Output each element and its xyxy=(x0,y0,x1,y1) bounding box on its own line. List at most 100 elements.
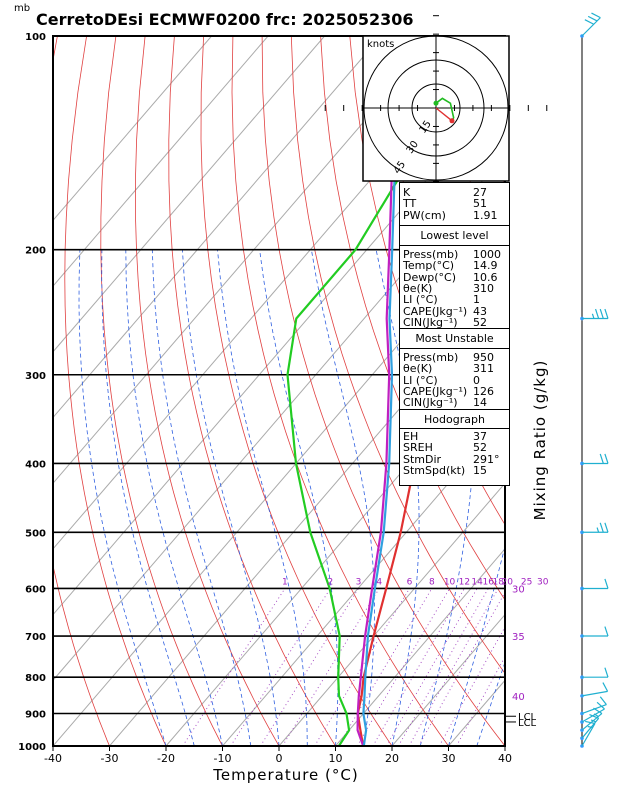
wind-barb-flag xyxy=(604,626,609,637)
index-value: 1.91 xyxy=(473,208,498,222)
dry-adiabat xyxy=(231,36,449,746)
isotherm-line xyxy=(53,36,382,419)
index-value: 126 xyxy=(473,384,494,398)
index-name: StmSpd(kt) xyxy=(403,463,466,477)
index-value: 14.9 xyxy=(473,259,498,273)
index-value: 27 xyxy=(473,186,487,199)
dry-adiabat xyxy=(53,36,110,746)
index-name: LI (°C) xyxy=(403,373,438,387)
dry-adiabat xyxy=(100,36,223,746)
wind-barb-flag xyxy=(593,707,603,714)
mixing-ratio-line xyxy=(337,588,433,746)
index-value: 1 xyxy=(473,293,480,307)
wind-barb-flag xyxy=(599,522,604,533)
wind-barb-half xyxy=(590,719,596,723)
mixing-ratio-label: 3 xyxy=(356,577,362,587)
wind-barb-half xyxy=(587,725,593,729)
index-value: 15 xyxy=(473,463,487,477)
pressure-tick-label: 600 xyxy=(25,584,46,595)
wind-barb-flag xyxy=(599,453,604,464)
index-name: Press(mb) xyxy=(403,248,459,261)
mixing-ratio-line xyxy=(398,588,489,746)
moist-adiabat xyxy=(375,249,420,746)
mixing-ratio-label: 16 xyxy=(483,577,495,587)
wind-barb-staff xyxy=(581,17,601,37)
wind-barb-half xyxy=(591,313,595,319)
chart-title: CerretoDEsi ECMWF0200 frc: 2025052306 xyxy=(36,10,414,29)
index-name: PW(cm) xyxy=(403,208,446,222)
mixing-ratio-line xyxy=(372,588,465,746)
moist-adiabat xyxy=(151,249,252,746)
wind-barb-staff xyxy=(581,717,600,739)
pressure-tick-label: 900 xyxy=(25,710,46,721)
index-value: 43 xyxy=(473,304,487,318)
wind-barb-flag xyxy=(604,453,609,464)
mixing-ratio-label: 30 xyxy=(537,577,549,587)
lcl-label: LCL xyxy=(518,712,537,723)
mixing-ratio-line xyxy=(260,588,359,746)
mixing-ratio-line xyxy=(408,588,499,746)
x-axis-label: Temperature (°C) xyxy=(212,766,358,784)
storm-motion-point xyxy=(449,118,455,124)
wind-barb-flag xyxy=(589,713,599,719)
moist-adiabat xyxy=(182,249,280,746)
isotherm-line xyxy=(391,613,505,746)
mixing-ratio-label: 25 xyxy=(521,577,532,587)
wind-barb-flag xyxy=(599,696,607,705)
x-tick-label: 0 xyxy=(276,752,283,765)
x-tick-label: 20 xyxy=(385,752,399,765)
index-value: 37 xyxy=(473,430,487,443)
isotherm-line xyxy=(278,482,505,746)
index-name: CIN(Jkg⁻¹) xyxy=(403,315,458,329)
x-tick-label: -40 xyxy=(44,752,62,765)
parcel_unstable-line xyxy=(362,36,417,746)
mixing-ratio-label: 8 xyxy=(429,577,435,587)
pressure-tick-label: 1000 xyxy=(18,742,46,753)
background-grid xyxy=(53,36,505,746)
hodograph-units-label: knots xyxy=(367,39,394,50)
isotherm-line xyxy=(53,36,325,353)
index-name: Temp(°C) xyxy=(403,259,455,273)
parcel_lowest-line xyxy=(356,36,411,746)
dry-adiabat xyxy=(64,36,167,746)
mixing-ratio-axis-label: Mixing Ratio (g/kg) xyxy=(531,360,549,521)
wind-barb-half xyxy=(593,713,599,717)
wind-barb-staff xyxy=(581,690,608,697)
isotherm-line xyxy=(53,36,212,222)
index-value: 0 xyxy=(473,373,480,387)
wind-barb-flag xyxy=(584,19,595,25)
most-unstable-title: Most Unstable xyxy=(415,332,494,345)
index-name: Press(mb) xyxy=(403,351,459,364)
wind-barb-flag xyxy=(604,522,609,533)
theta-e-label: 30 xyxy=(512,584,525,595)
index-value: 291° xyxy=(473,452,500,466)
x-tick-label: -10 xyxy=(214,752,232,765)
pressure-tick-label: 400 xyxy=(25,459,46,470)
mixing-ratio-label: 1 xyxy=(282,577,288,587)
wind-barb-flag xyxy=(604,578,609,589)
dry-adiabat xyxy=(290,36,505,675)
index-name: StmDir xyxy=(403,452,442,466)
mixing-ratio-label: 2 xyxy=(327,577,333,587)
wind-barb-flag xyxy=(585,720,596,725)
index-value: 310 xyxy=(473,281,494,295)
index-name: CAPE(Jkg⁻¹) xyxy=(403,304,468,318)
x-tick-label: 40 xyxy=(498,752,512,765)
index-value: 1000 xyxy=(473,248,501,261)
lowest-level-title: Lowest level xyxy=(420,229,489,242)
index-name: EH xyxy=(403,430,419,443)
wind-barb-flag xyxy=(591,12,601,19)
isotherm-line xyxy=(53,36,438,484)
hodograph-start-point xyxy=(433,100,439,106)
dry-adiabat xyxy=(134,36,280,746)
isotherm-line xyxy=(335,548,505,746)
index-value: 14 xyxy=(473,396,487,410)
dry-adiabat xyxy=(261,36,505,746)
wind-barb-flag xyxy=(602,682,609,692)
index-value: 52 xyxy=(473,315,487,329)
storm-motion-vector xyxy=(435,107,453,122)
index-value: 311 xyxy=(473,362,494,376)
mixing-ratio-line xyxy=(418,591,505,746)
mixing-ratio-label: 4 xyxy=(376,577,382,587)
